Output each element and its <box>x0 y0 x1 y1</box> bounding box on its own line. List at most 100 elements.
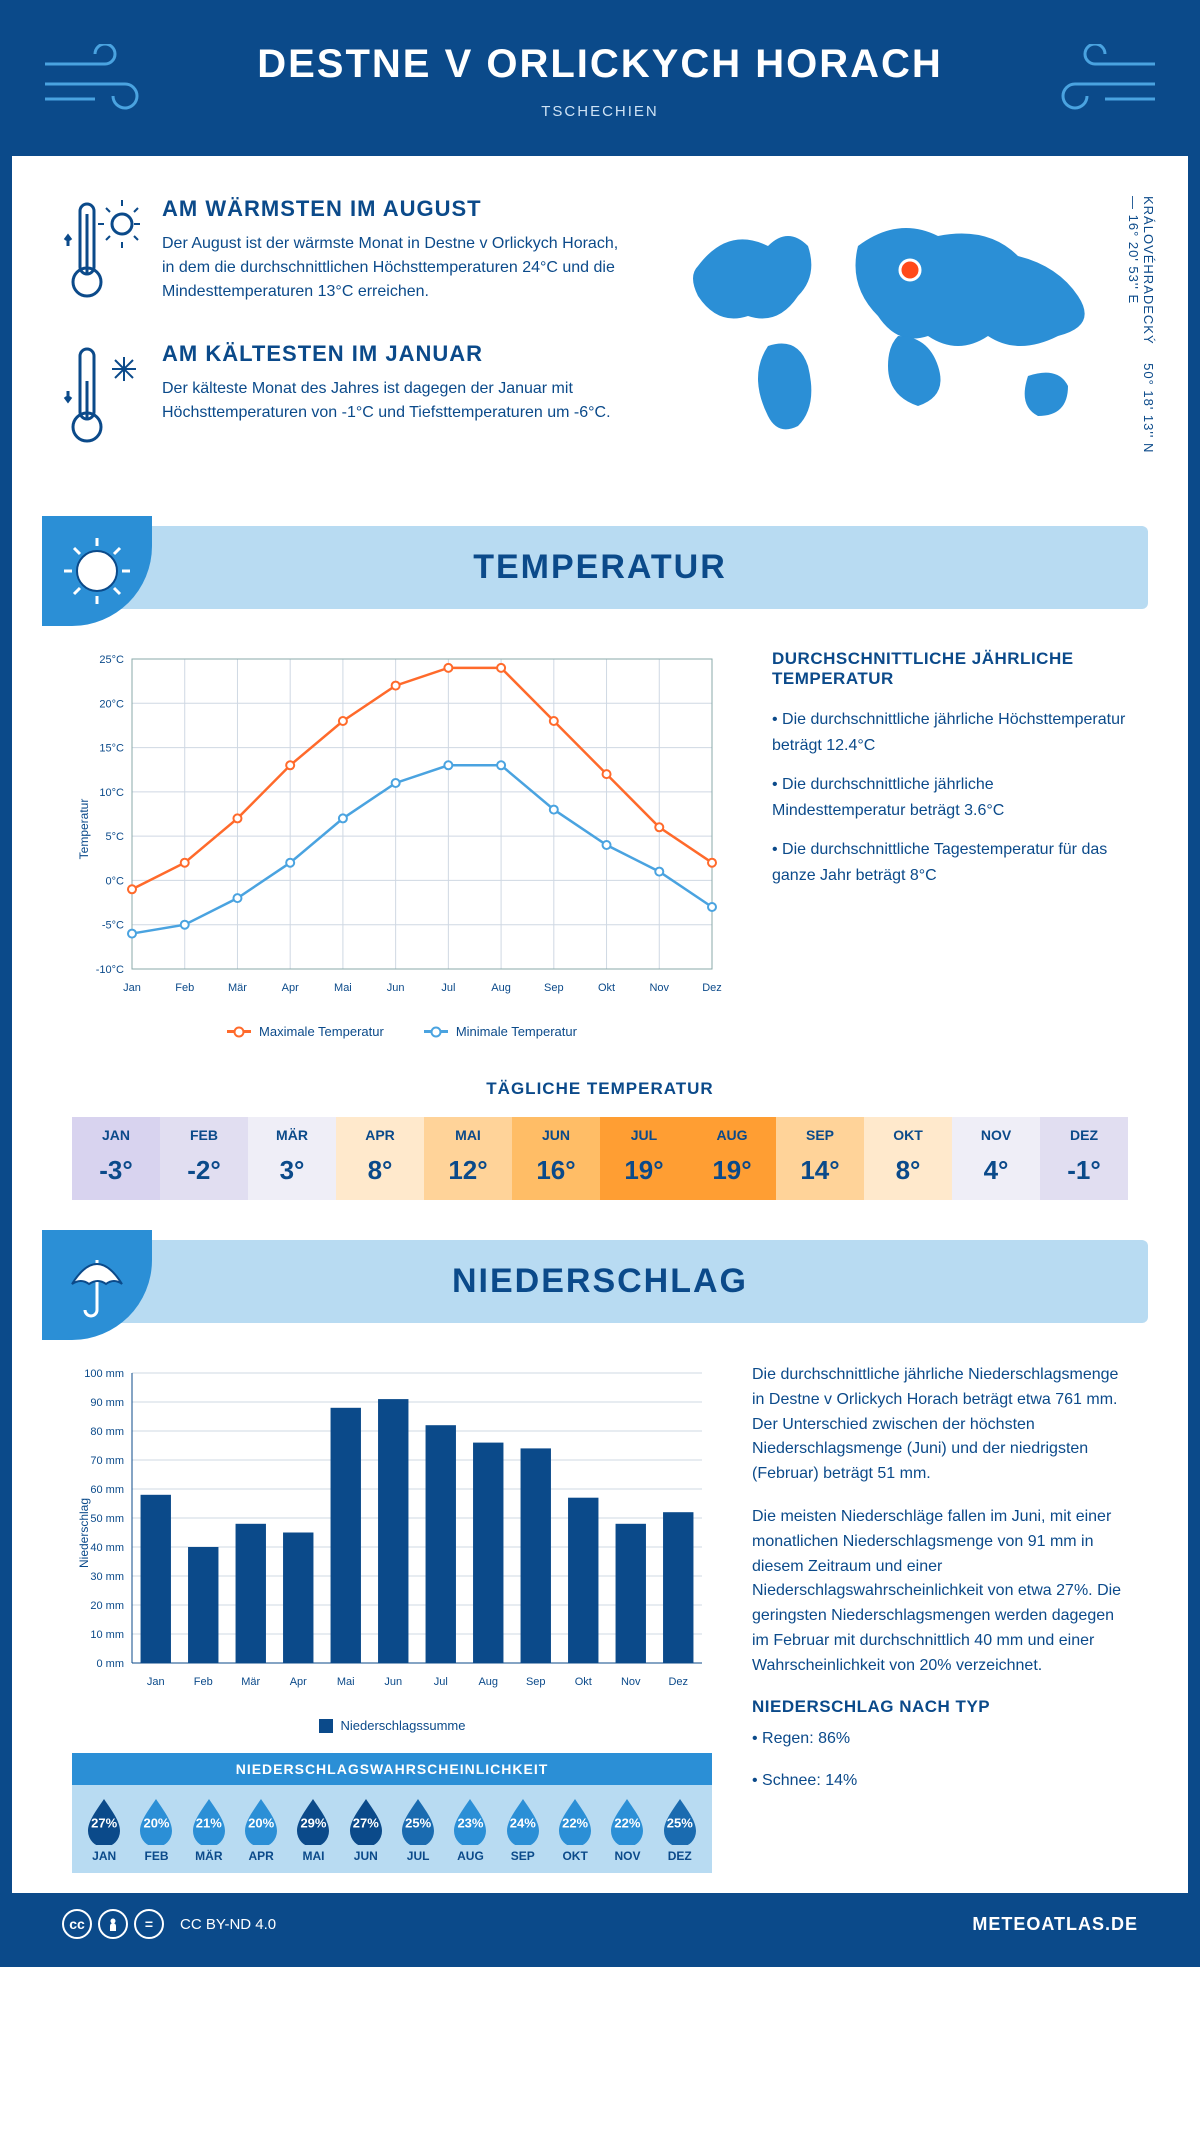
svg-text:10 mm: 10 mm <box>90 1629 124 1641</box>
svg-text:Jun: Jun <box>387 982 405 994</box>
legend-min: .legend-item:nth-child(2) .legend-sw::af… <box>424 1024 577 1039</box>
svg-text:Jul: Jul <box>434 1676 448 1688</box>
thermometer-sun-icon <box>62 196 142 311</box>
cc-icon: cc <box>62 1909 92 1939</box>
world-map: KRÁLOVÉHRADECKÝ 50° 18' 13'' N — 16° 20'… <box>658 196 1138 456</box>
svg-text:30 mm: 30 mm <box>90 1571 124 1583</box>
license-badges: cc = CC BY-ND 4.0 <box>62 1909 276 1939</box>
svg-text:20 mm: 20 mm <box>90 1600 124 1612</box>
svg-text:-10°C: -10°C <box>96 964 124 976</box>
svg-text:Jun: Jun <box>384 1676 402 1688</box>
thermometer-snow-icon <box>62 341 142 456</box>
svg-text:90 mm: 90 mm <box>90 1397 124 1409</box>
svg-text:Jan: Jan <box>123 982 141 994</box>
svg-text:Nov: Nov <box>621 1676 641 1688</box>
precip-probability: NIEDERSCHLAGSWAHRSCHEINLICHKEIT 27%JAN20… <box>72 1753 712 1873</box>
svg-text:-5°C: -5°C <box>102 920 124 932</box>
coordinates: KRÁLOVÉHRADECKÝ 50° 18' 13'' N — 16° 20'… <box>1126 196 1156 456</box>
svg-text:Jul: Jul <box>441 982 455 994</box>
svg-text:5°C: 5°C <box>106 831 125 843</box>
svg-text:Sep: Sep <box>526 1676 546 1688</box>
page-title: DESTNE V ORLICKYCH HORACH <box>32 42 1168 87</box>
precip-summary: Die durchschnittliche jährliche Niedersc… <box>752 1363 1128 1873</box>
temperature-title: TEMPERATUR <box>72 548 1128 587</box>
daily-temp-cell: MAI12° <box>424 1117 512 1200</box>
prob-cell: 20%APR <box>235 1797 287 1863</box>
site-name: METEOATLAS.DE <box>972 1914 1138 1935</box>
svg-text:100 mm: 100 mm <box>84 1368 124 1380</box>
svg-text:20°C: 20°C <box>99 698 124 710</box>
footer: cc = CC BY-ND 4.0 METEOATLAS.DE <box>12 1893 1188 1955</box>
daily-temp-cell: AUG19° <box>688 1117 776 1200</box>
svg-text:60 mm: 60 mm <box>90 1484 124 1496</box>
daily-temp-cell: JUN16° <box>512 1117 600 1200</box>
wind-icon <box>1050 44 1160 119</box>
prob-cell: 21%MÄR <box>183 1797 235 1863</box>
svg-text:Apr: Apr <box>290 1676 307 1688</box>
svg-text:Jan: Jan <box>147 1676 165 1688</box>
svg-text:Nov: Nov <box>649 982 669 994</box>
temperature-banner: TEMPERATUR <box>52 526 1148 609</box>
svg-text:0°C: 0°C <box>106 875 125 887</box>
svg-text:25°C: 25°C <box>99 654 124 666</box>
svg-text:Feb: Feb <box>194 1676 213 1688</box>
prob-cell: 27%JAN <box>78 1797 130 1863</box>
daily-temp-cell: NOV4° <box>952 1117 1040 1200</box>
umbrella-icon <box>42 1230 152 1340</box>
svg-text:Mär: Mär <box>228 982 247 994</box>
svg-text:Mär: Mär <box>241 1676 260 1688</box>
daily-temp-cell: JAN-3° <box>72 1117 160 1200</box>
svg-text:Aug: Aug <box>478 1676 498 1688</box>
prob-cell: 29%MAI <box>287 1797 339 1863</box>
svg-text:80 mm: 80 mm <box>90 1426 124 1438</box>
coldest-fact: AM KÄLTESTEN IM JANUAR Der kälteste Mona… <box>62 341 628 456</box>
svg-text:10°C: 10°C <box>99 787 124 799</box>
prob-cell: 25%DEZ <box>654 1797 706 1863</box>
svg-text:50 mm: 50 mm <box>90 1513 124 1525</box>
daily-temp-strip: JAN-3°FEB-2°MÄR3°APR8°MAI12°JUN16°JUL19°… <box>72 1117 1128 1200</box>
daily-temp-cell: JUL19° <box>600 1117 688 1200</box>
by-icon <box>98 1909 128 1939</box>
precip-bar-chart: 0 mm 10 mm 20 mm 30 mm 40 mm 50 mm 60 mm 70 mm 8… <box>72 1363 712 1873</box>
precip-title: NIEDERSCHLAG <box>72 1262 1128 1301</box>
svg-text:Mai: Mai <box>337 1676 355 1688</box>
daily-temp-cell: SEP14° <box>776 1117 864 1200</box>
prob-cell: 22%NOV <box>601 1797 653 1863</box>
coldest-text: Der kälteste Monat des Jahres ist dagege… <box>162 377 628 425</box>
warmest-text: Der August ist der wärmste Monat in Dest… <box>162 232 628 304</box>
country-label: TSCHECHIEN <box>32 103 1168 120</box>
daily-temp-cell: APR8° <box>336 1117 424 1200</box>
prob-cell: 23%AUG <box>444 1797 496 1863</box>
svg-text:Dez: Dez <box>702 982 722 994</box>
sun-icon <box>42 516 152 626</box>
header: DESTNE V ORLICKYCH HORACH TSCHECHIEN <box>12 12 1188 156</box>
coldest-title: AM KÄLTESTEN IM JANUAR <box>162 341 628 367</box>
svg-text:0 mm: 0 mm <box>97 1658 125 1670</box>
svg-text:70 mm: 70 mm <box>90 1455 124 1467</box>
precip-banner: NIEDERSCHLAG <box>52 1240 1148 1323</box>
legend-max: .legend-item:nth-child(1) .legend-sw::af… <box>227 1024 384 1039</box>
prob-cell: 25%JUL <box>392 1797 444 1863</box>
prob-cell: 24%SEP <box>497 1797 549 1863</box>
warmest-fact: AM WÄRMSTEN IM AUGUST Der August ist der… <box>62 196 628 311</box>
prob-cell: 20%FEB <box>130 1797 182 1863</box>
daily-temp-title: TÄGLICHE TEMPERATUR <box>12 1079 1188 1099</box>
svg-text:40 mm: 40 mm <box>90 1542 124 1554</box>
daily-temp-cell: DEZ-1° <box>1040 1117 1128 1200</box>
prob-cell: 27%JUN <box>340 1797 392 1863</box>
svg-text:Niederschlag: Niederschlag <box>77 1498 91 1568</box>
svg-text:Mai: Mai <box>334 982 352 994</box>
svg-text:Dez: Dez <box>668 1676 688 1688</box>
svg-text:Apr: Apr <box>282 982 299 994</box>
svg-text:Sep: Sep <box>544 982 564 994</box>
license-text: CC BY-ND 4.0 <box>180 1916 276 1933</box>
legend-precip: Niederschlagssumme <box>319 1718 466 1733</box>
intro-section: AM WÄRMSTEN IM AUGUST Der August ist der… <box>12 156 1188 516</box>
svg-text:Feb: Feb <box>175 982 194 994</box>
svg-text:15°C: 15°C <box>99 743 124 755</box>
nd-icon: = <box>134 1909 164 1939</box>
temperature-summary: DURCHSCHNITTLICHE JÄHRLICHE TEMPERATUR •… <box>772 649 1128 1039</box>
wind-icon <box>40 44 150 119</box>
daily-temp-cell: FEB-2° <box>160 1117 248 1200</box>
svg-text:Okt: Okt <box>575 1676 592 1688</box>
